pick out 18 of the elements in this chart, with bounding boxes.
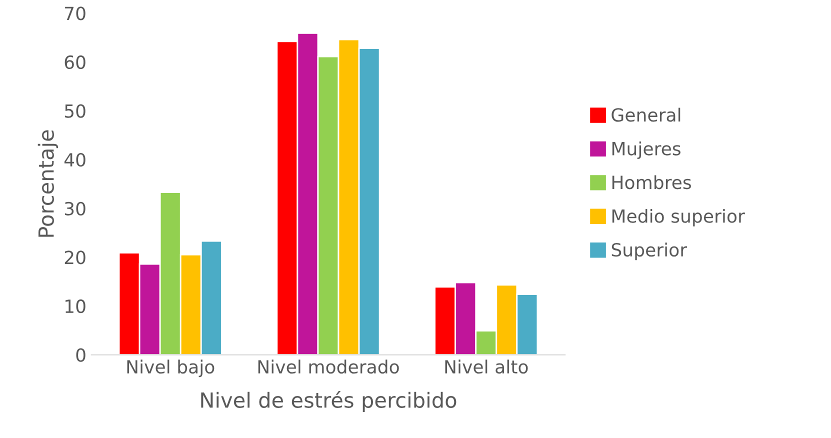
legend-label: Hombres: [612, 175, 691, 190]
y-tick-label: 60: [64, 55, 86, 70]
y-tick-label: 30: [64, 202, 86, 216]
y-tick-label: 40: [64, 153, 86, 167]
legend-label: General: [612, 108, 680, 122]
y-tick-label: 70: [65, 6, 86, 20]
y-tick-label: 50: [64, 104, 86, 118]
legend-label: Medio superior: [612, 208, 745, 226]
x-tick-label: Nivel bajo: [127, 360, 214, 378]
x-axis-title: Nivel de estrés percibido: [201, 391, 456, 412]
y-tick-label: 20: [64, 250, 86, 264]
x-tick-label: Nivel alto: [445, 360, 528, 374]
y-tick-label: 0: [76, 348, 86, 362]
legend-label: Superior: [612, 242, 688, 260]
y-tick-label: 10: [66, 299, 86, 314]
y-axis-title: Porcentaje: [38, 130, 58, 237]
x-tick-label: Nivel moderado: [258, 360, 399, 374]
legend-label: Mujeres: [612, 142, 680, 159]
